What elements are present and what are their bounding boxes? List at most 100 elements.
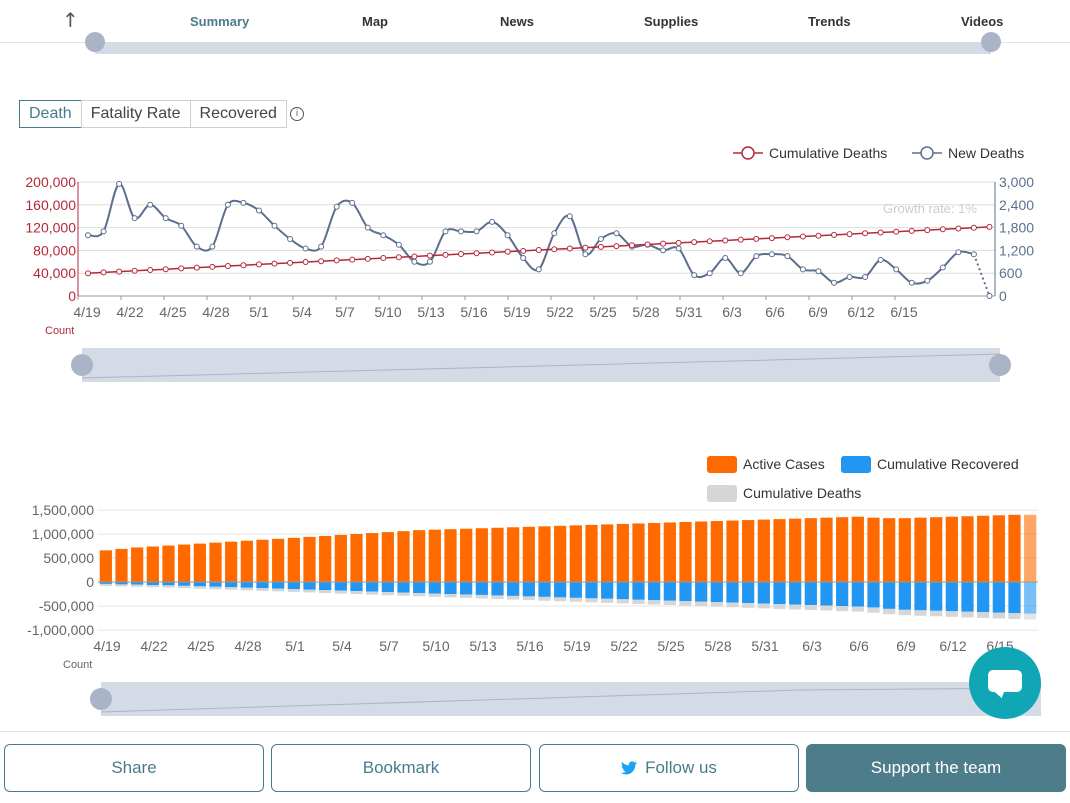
chart2-zoom-preview	[100, 687, 1042, 713]
point-new-deaths	[893, 266, 900, 273]
top-range-slider[interactable]	[85, 32, 1001, 54]
point-cumulative-deaths	[333, 257, 340, 264]
nav-news[interactable]: News	[500, 14, 534, 29]
legend-label-cumulative-deaths: Cumulative Deaths	[743, 485, 861, 501]
point-new-deaths	[318, 243, 325, 250]
y-tick-label: -1,000,000	[27, 622, 94, 638]
point-new-deaths	[877, 256, 884, 263]
point-new-deaths	[566, 213, 573, 220]
bar-cumulative-deaths	[726, 602, 739, 608]
point-new-deaths	[193, 243, 200, 250]
bar-recovered	[695, 582, 708, 602]
slider-handle-left[interactable]	[85, 32, 105, 52]
bar-active-cases	[945, 516, 958, 582]
bookmark-button[interactable]: Bookmark	[271, 744, 531, 792]
bar-active-cases	[554, 525, 567, 582]
bar-active-cases	[131, 547, 144, 582]
point-cumulative-deaths	[116, 268, 123, 275]
bar-recovered	[209, 582, 222, 587]
bar-active-cases	[319, 535, 332, 582]
y-left-tick-label: 0	[68, 288, 76, 304]
point-cumulative-deaths	[597, 243, 604, 250]
y-left-tick-label: 40,000	[33, 265, 76, 281]
point-cumulative-deaths	[660, 240, 667, 247]
bar-recovered	[397, 582, 410, 593]
point-cumulative-deaths	[100, 269, 107, 276]
point-new-deaths	[675, 245, 682, 252]
bar-cumulative-deaths	[397, 592, 410, 596]
bar-recovered	[742, 582, 755, 604]
y-left-tick-label: 120,000	[25, 220, 76, 236]
bar-active-cases	[428, 529, 441, 582]
point-cumulative-deaths	[784, 234, 791, 241]
bar-cumulative-deaths	[820, 605, 833, 611]
nav-summary[interactable]: Summary	[190, 14, 250, 29]
bar-cumulative-deaths	[115, 584, 128, 587]
tab-fatality-rate[interactable]: Fatality Rate	[80, 100, 191, 128]
y-axis-label: Count	[45, 325, 74, 337]
x-tick-label: 6/9	[808, 304, 828, 320]
point-new-deaths	[458, 228, 465, 235]
point-new-deaths	[846, 274, 853, 280]
nav-videos[interactable]: Videos	[961, 14, 1004, 29]
bar-cumulative-deaths	[99, 583, 112, 586]
point-new-deaths	[815, 268, 822, 275]
x-tick-label: 5/19	[563, 638, 590, 654]
bar-cumulative-deaths	[898, 609, 911, 616]
bar-recovered	[115, 582, 128, 585]
bar-active-cases	[663, 522, 676, 582]
support-team-button[interactable]: Support the team	[806, 744, 1066, 792]
point-new-deaths	[131, 215, 138, 222]
x-tick-label: 5/16	[516, 638, 543, 654]
x-tick-label: 5/22	[610, 638, 637, 654]
point-new-deaths	[442, 228, 449, 235]
bar-recovered	[585, 582, 598, 599]
bar-active-cases	[648, 522, 661, 582]
bar-recovered	[836, 582, 849, 606]
point-cumulative-deaths	[458, 251, 465, 258]
nav-trends[interactable]: Trends	[808, 14, 851, 29]
point-new-deaths	[551, 230, 558, 237]
point-new-deaths	[970, 251, 977, 258]
tab-death[interactable]: Death	[19, 100, 82, 128]
tab-recovered[interactable]: Recovered	[189, 100, 287, 128]
point-cumulative-deaths	[271, 260, 278, 267]
x-tick-label: 5/13	[469, 638, 496, 654]
point-new-deaths	[224, 201, 231, 208]
bar-active-cases	[898, 518, 911, 582]
point-cumulative-deaths	[162, 266, 169, 273]
x-tick-label: 4/28	[234, 638, 261, 654]
y-right-tick-label: 3,000	[999, 174, 1034, 190]
share-button[interactable]: Share	[4, 744, 264, 792]
bar-recovered	[413, 582, 426, 594]
point-cumulative-deaths	[209, 263, 216, 270]
bar-recovered	[601, 582, 614, 599]
bar-recovered	[773, 582, 786, 605]
point-cumulative-deaths	[768, 235, 775, 242]
y-tick-label: 0	[86, 574, 94, 590]
scroll-up-icon[interactable]: ↑	[62, 8, 79, 32]
follow-us-label: Follow us	[645, 758, 717, 777]
bar-active-cases	[444, 529, 457, 582]
bar-active-cases	[726, 520, 739, 582]
bar-recovered	[225, 582, 238, 588]
x-tick-label: 4/25	[159, 304, 186, 320]
point-cumulative-deaths	[489, 249, 496, 256]
bar-cumulative-deaths	[804, 605, 817, 610]
chat-button[interactable]	[969, 647, 1041, 719]
nav-map[interactable]: Map	[362, 14, 388, 29]
deaths-line-chart: Cumulative Deaths New Deaths 0 40,000 80,000…	[25, 145, 1034, 382]
point-new-deaths	[504, 232, 511, 239]
bar-cumulative-deaths	[366, 591, 379, 595]
bar-active-cases	[616, 523, 629, 582]
slider-handle-right[interactable]	[981, 32, 1001, 52]
bar-cumulative-deaths	[554, 597, 567, 602]
info-icon[interactable]: i	[290, 107, 304, 121]
bar-recovered	[851, 582, 864, 607]
nav-supplies[interactable]: Supplies	[644, 14, 699, 29]
follow-us-button[interactable]: Follow us	[539, 744, 799, 792]
bar-cumulative-deaths	[883, 608, 896, 615]
point-new-deaths	[162, 215, 169, 222]
point-cumulative-deaths	[924, 227, 931, 234]
bar-cumulative-deaths	[193, 586, 206, 589]
